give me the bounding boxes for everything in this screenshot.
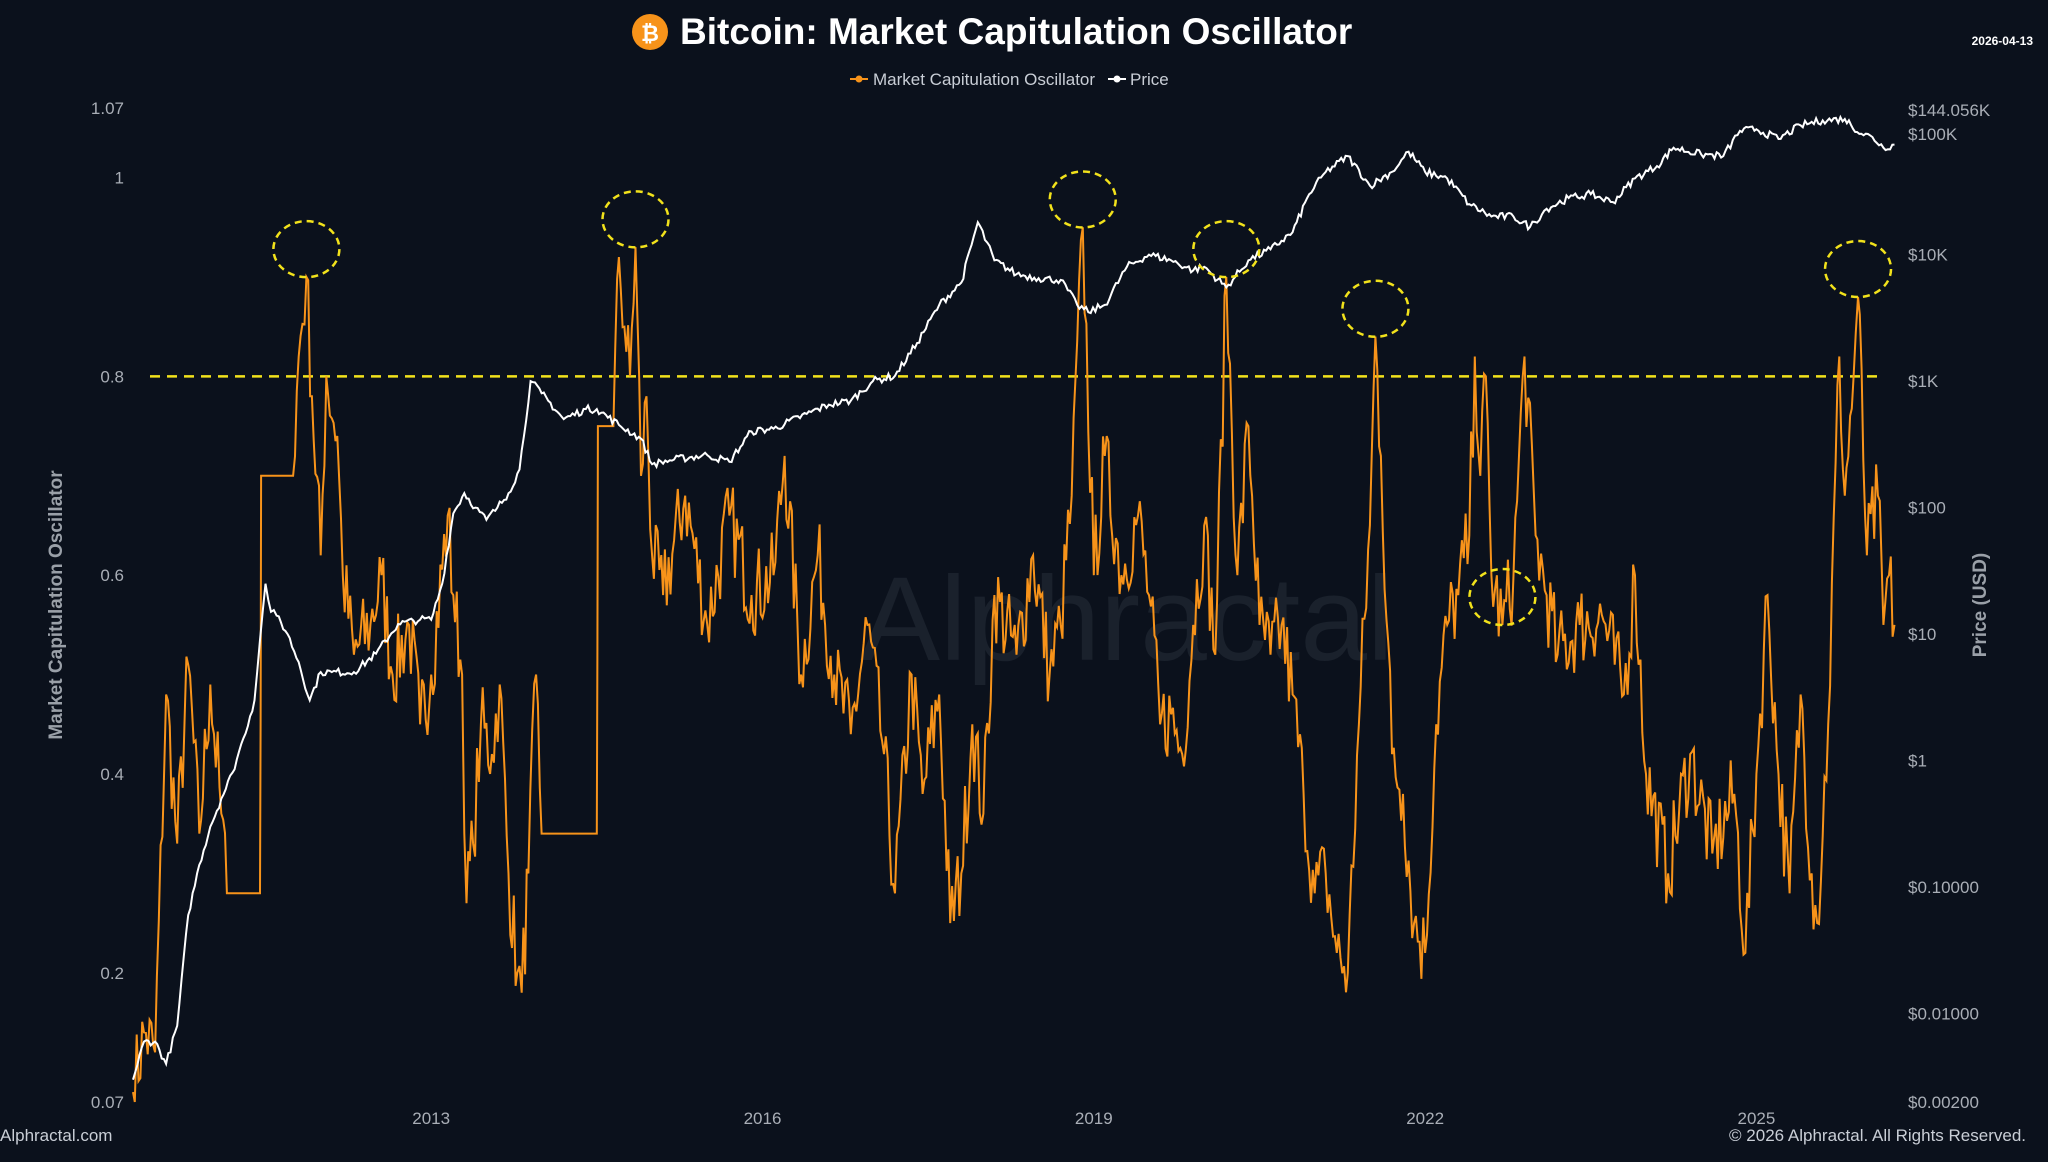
peak-highlight-circle [1048,170,1118,229]
peak-highlight-circle [1468,567,1537,627]
bitcoin-logo-glyph: ₿ [641,22,659,47]
legend-oscillator-label: Market Capitulation Oscillator [873,70,1095,89]
y-tick-label: 0.8 [100,367,124,386]
peak-highlight-circle [1823,239,1893,299]
y2-tick-label: $100K [1908,125,1958,144]
y2-tick-label: $10 [1908,625,1936,644]
y2-tick-label: $144.056K [1908,101,1991,120]
peak-highlight-circle [1192,219,1261,279]
chart-title: Bitcoin: Market Capitulation Oscillator [680,11,1352,52]
peak-highlight-circle [1341,279,1410,339]
y2-tick-label: $10K [1908,246,1948,265]
legend: Market Capitulation Oscillator Price [850,70,1169,89]
y-tick-label: 0.6 [100,566,124,585]
x-tick-label: 2019 [1075,1109,1113,1128]
y-tick-label: 1.07 [91,99,124,118]
legend-price-marker-icon [1113,75,1121,83]
legend-item-oscillator[interactable]: Market Capitulation Oscillator [850,70,1095,89]
peak-highlight-circle [272,219,341,279]
footer-right: © 2026 Alphractal. All Rights Reserved. [1729,1126,2026,1145]
y2-tick-label: $1 [1908,752,1927,771]
y-axis-left: 0.07 0.2 0.4 0.6 0.8 1 1.07 [91,99,124,1112]
date-label: 2026-04-13 [1972,34,2034,48]
y2-tick-label: $100 [1908,499,1946,518]
y2-tick-label: $0.01000 [1908,1005,1979,1024]
legend-oscillator-marker-icon [855,75,863,83]
y2-tick-label: $0.10000 [1908,878,1979,897]
y2-tick-label: $1K [1908,372,1939,391]
y-tick-label: 0.07 [91,1093,124,1112]
series-line-price [132,114,1895,1080]
x-axis: 2013 2016 2019 2022 2025 [412,1109,1775,1128]
y-axis-right: $0.00200 $0.01000 $0.10000 $1 $10 $100 $1K $10K… [1908,101,1991,1112]
y-tick-label: 0.4 [100,765,124,784]
highlighted-peaks [272,170,1893,627]
footer-left: Alphractal.com [0,1126,112,1145]
y2-tick-label: $0.00200 [1908,1093,1979,1112]
x-tick-label: 2016 [744,1109,782,1128]
bitcoin-logo-icon [632,14,668,50]
y-tick-label: 0.2 [100,964,124,983]
y2-axis-title: Price (USD) [1970,553,1991,658]
legend-item-price[interactable]: Price [1108,70,1169,89]
peak-highlight-circle [601,190,670,249]
x-tick-label: 2022 [1406,1109,1444,1128]
y-tick-label: 1 [115,169,124,188]
header: ₿ Bitcoin: Market Capitulation Oscillato… [632,11,2033,52]
plot-area [132,114,1896,1103]
x-tick-label: 2013 [412,1109,450,1128]
series-line-oscillator [132,227,1896,1103]
y-axis-title: Market Capitulation Oscillator [46,470,67,740]
x-tick-label: 2025 [1738,1109,1776,1128]
legend-price-label: Price [1130,70,1169,89]
